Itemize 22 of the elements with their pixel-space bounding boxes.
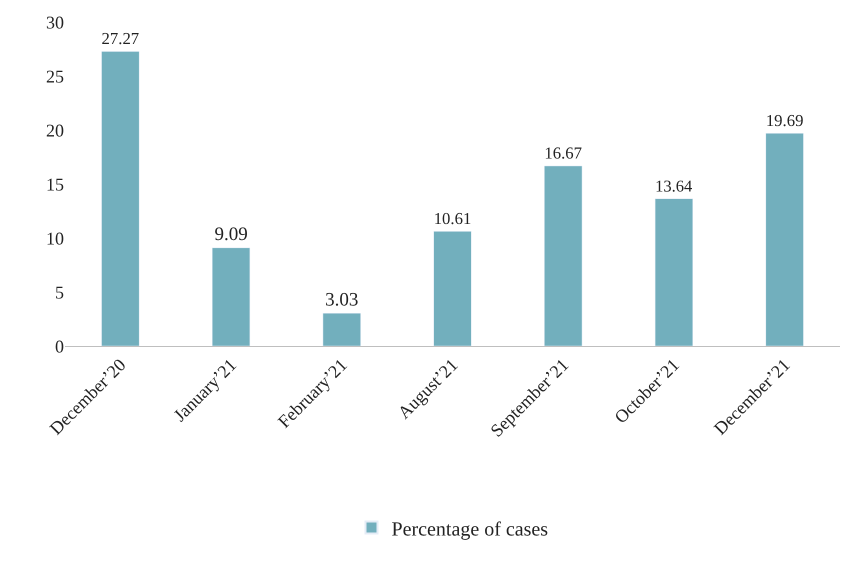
bar [433, 231, 472, 346]
bar [766, 133, 804, 346]
bar [212, 248, 250, 346]
legend-label: Percentage of cases [392, 518, 548, 540]
data-label: 9.09 [214, 224, 248, 245]
data-label: 27.27 [102, 29, 140, 48]
y-tick-label: 5 [55, 282, 64, 302]
y-tick-label: 15 [46, 174, 64, 194]
data-label: 19.69 [766, 110, 804, 130]
y-tick-label: 20 [46, 120, 64, 140]
y-tick-label: 0 [55, 336, 64, 356]
data-label: 16.67 [544, 144, 582, 163]
y-tick-label: 25 [46, 66, 64, 86]
data-label: 13.64 [655, 176, 692, 196]
bar [101, 51, 140, 346]
bar [322, 313, 361, 346]
data-label: 3.03 [325, 289, 358, 310]
y-tick-label: 30 [46, 12, 64, 32]
bar [544, 166, 582, 346]
bar [654, 198, 693, 346]
y-tick-label: 10 [46, 228, 64, 248]
data-label: 10.61 [434, 209, 472, 228]
